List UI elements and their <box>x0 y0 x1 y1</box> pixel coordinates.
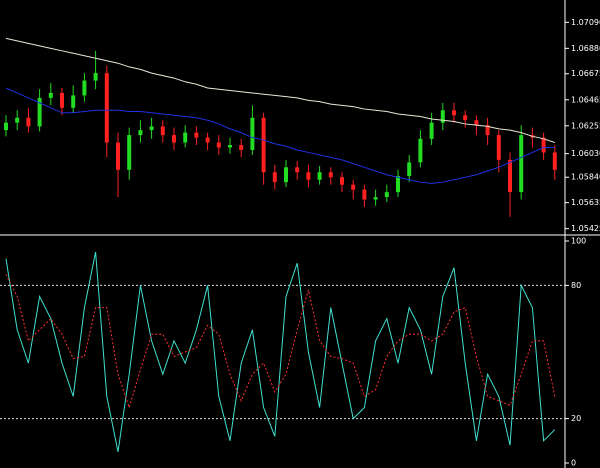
candle-body <box>328 172 333 178</box>
candle-body <box>552 152 557 170</box>
y-tick-label: 1.05840 <box>571 173 600 182</box>
candle-body <box>250 117 255 150</box>
y-tick-label: 0 <box>571 459 576 468</box>
line-series <box>5 252 556 452</box>
line-series <box>5 87 555 184</box>
y-tick-label: 1.06465 <box>571 95 600 104</box>
y-tick-label: 1.05635 <box>571 198 600 207</box>
candle-body <box>384 192 389 198</box>
candle-body <box>4 122 8 131</box>
candle-body <box>116 142 120 170</box>
candle-body <box>216 142 221 148</box>
candle-body <box>149 126 154 131</box>
candle-body <box>205 137 210 143</box>
y-tick-label: 80 <box>571 281 581 290</box>
candle-body <box>351 184 356 190</box>
candle-body <box>306 172 311 180</box>
line-series <box>5 37 555 144</box>
candle-body <box>429 122 434 139</box>
candle-body <box>127 135 132 170</box>
candle-body <box>373 197 378 200</box>
candle-body <box>160 126 165 136</box>
candle-body <box>440 110 445 123</box>
candle-body <box>340 177 344 185</box>
candle-body <box>71 95 76 108</box>
candle-body <box>362 189 367 200</box>
y-tick-label: 1.07090 <box>571 18 600 27</box>
candle-body <box>463 115 468 121</box>
candle-body <box>418 138 423 163</box>
candle-body <box>485 125 490 136</box>
candle-body <box>138 130 143 136</box>
y-tick-label: 1.06255 <box>571 121 600 130</box>
candle-body <box>82 80 87 96</box>
candle-body <box>452 110 456 116</box>
candle-body <box>508 159 512 193</box>
candle-body <box>15 117 20 123</box>
candle-body <box>295 167 300 173</box>
candle-body <box>407 162 412 176</box>
candle-body <box>172 135 176 143</box>
y-tick-label: 1.05425 <box>571 224 600 233</box>
candle-body <box>48 92 53 98</box>
line-series <box>5 274 556 410</box>
y-tick-label: 20 <box>571 414 581 423</box>
y-tick-label: 1.06880 <box>571 44 600 53</box>
candle-body <box>194 132 199 138</box>
candle-body <box>519 135 524 193</box>
candle-body <box>474 120 479 126</box>
y-tick-label: 1.06675 <box>571 69 600 78</box>
candle-body <box>26 117 31 127</box>
candle-body <box>396 175 400 193</box>
candle-body <box>284 167 288 183</box>
candle-body <box>496 135 501 160</box>
y-tick-label: 1.06030 <box>571 149 600 158</box>
candle-body <box>93 73 98 81</box>
candle-body <box>272 172 277 183</box>
candle-body <box>37 97 42 127</box>
y-tick-label: 100 <box>571 237 586 246</box>
candle-body <box>183 132 188 143</box>
candle-body <box>317 172 322 180</box>
candle-body <box>60 92 64 108</box>
candle-body <box>261 117 266 173</box>
candle-body <box>239 145 244 150</box>
candle-body <box>104 73 109 143</box>
candle-body <box>228 145 232 148</box>
candle-body <box>541 137 546 153</box>
